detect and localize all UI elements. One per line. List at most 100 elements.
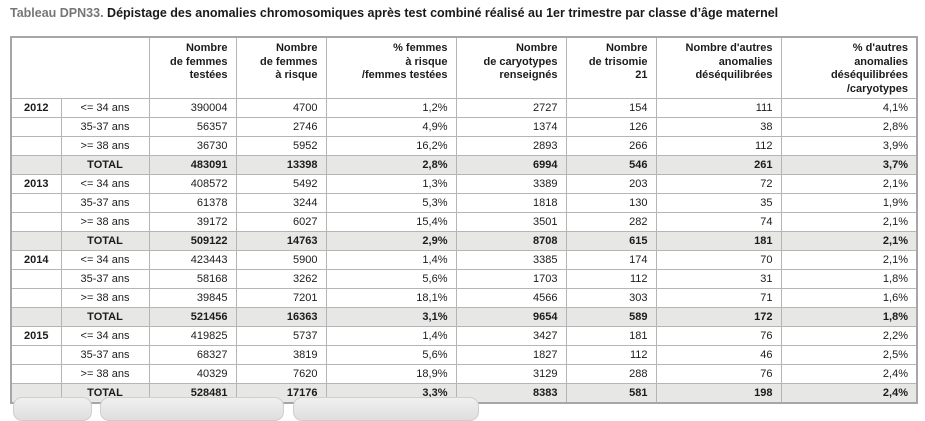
col-header-pct-femmes-risque: % femmes à risque /femmes testées (325, 36, 457, 99)
value-cell: 7620 (235, 364, 327, 384)
value-cell: 181 (565, 326, 657, 346)
value-cell: 31 (655, 269, 782, 289)
value-cell: 521456 (148, 307, 237, 327)
value-cell: 1,8% (780, 307, 918, 327)
value-cell: 16,2% (325, 136, 457, 156)
value-cell: 68327 (148, 345, 237, 365)
value-cell: 3501 (455, 212, 567, 232)
value-cell: 390004 (148, 98, 237, 118)
year-cell (10, 345, 62, 365)
value-cell: 408572 (148, 174, 237, 194)
value-cell: 581 (565, 383, 657, 404)
value-cell: 1,3% (325, 174, 457, 194)
value-cell: 13398 (235, 155, 327, 175)
table-number-label: Tableau DPN33. (10, 6, 104, 20)
col-header-caryotypes: Nombre de caryotypes renseignés (455, 36, 567, 99)
value-cell: 1827 (455, 345, 567, 365)
value-cell: 2,8% (325, 155, 457, 175)
value-cell: 72 (655, 174, 782, 194)
value-cell: 3,7% (780, 155, 918, 175)
value-cell: 419825 (148, 326, 237, 346)
year-cell (10, 212, 62, 232)
table-row: 35-37 ans 56357 2746 4,9% 1374 126 38 2,… (10, 117, 918, 137)
age-cell: 35-37 ans (60, 193, 150, 213)
table-row: >= 38 ans 36730 5952 16,2% 2893 266 112 … (10, 136, 918, 156)
value-cell: 3427 (455, 326, 567, 346)
value-cell: 483091 (148, 155, 237, 175)
value-cell: 5492 (235, 174, 327, 194)
value-cell: 5,6% (325, 345, 457, 365)
age-cell: TOTAL (60, 231, 150, 251)
bottom-button-2[interactable] (100, 397, 284, 421)
value-cell: 126 (565, 117, 657, 137)
year-cell (10, 193, 62, 213)
value-cell: 1,8% (780, 269, 918, 289)
value-cell: 4566 (455, 288, 567, 308)
table-title-text: Dépistage des anomalies chromosomiques a… (103, 6, 779, 20)
bottom-button-3[interactable] (293, 397, 479, 421)
value-cell: 2,8% (780, 117, 918, 137)
year-cell: 2015 (10, 326, 62, 346)
value-cell: 261 (655, 155, 782, 175)
col-header-femmes-risque: Nombre de femmes à risque (235, 36, 327, 99)
value-cell: 56357 (148, 117, 237, 137)
value-cell: 112 (565, 345, 657, 365)
table-row: 35-37 ans 58168 3262 5,6% 1703 112 31 1,… (10, 269, 918, 289)
age-cell: <= 34 ans (60, 174, 150, 194)
value-cell: 2,2% (780, 326, 918, 346)
value-cell: 3385 (455, 250, 567, 270)
value-cell: 5952 (235, 136, 327, 156)
col-header-autres-anomalies: Nombre d'autres anomalies déséquilibrées (655, 36, 782, 99)
value-cell: 423443 (148, 250, 237, 270)
value-cell: 174 (565, 250, 657, 270)
table-total-row: TOTAL 509122 14763 2,9% 8708 615 181 2,1… (10, 231, 918, 251)
value-cell: 1,2% (325, 98, 457, 118)
value-cell: 2,1% (780, 250, 918, 270)
bottom-button-1[interactable] (13, 397, 92, 421)
value-cell: 8708 (455, 231, 567, 251)
value-cell: 4,9% (325, 117, 457, 137)
value-cell: 39845 (148, 288, 237, 308)
value-cell: 509122 (148, 231, 237, 251)
table-total-row: TOTAL 483091 13398 2,8% 6994 546 261 3,7… (10, 155, 918, 175)
value-cell: 36730 (148, 136, 237, 156)
value-cell: 5,3% (325, 193, 457, 213)
value-cell: 14763 (235, 231, 327, 251)
value-cell: 203 (565, 174, 657, 194)
value-cell: 5737 (235, 326, 327, 346)
col-header-trisomie21: Nombre de trisomie 21 (565, 36, 657, 99)
age-cell: <= 34 ans (60, 326, 150, 346)
value-cell: 1,4% (325, 250, 457, 270)
value-cell: 3389 (455, 174, 567, 194)
table-row: 2015 <= 34 ans 419825 5737 1,4% 3427 181… (10, 326, 918, 346)
value-cell: 2,1% (780, 212, 918, 232)
value-cell: 76 (655, 364, 782, 384)
year-cell (10, 364, 62, 384)
value-cell: 288 (565, 364, 657, 384)
value-cell: 5,6% (325, 269, 457, 289)
value-cell: 546 (565, 155, 657, 175)
dpn33-table: Nombre de femmes testées Nombre de femme… (10, 36, 918, 404)
value-cell: 2727 (455, 98, 567, 118)
age-cell: TOTAL (60, 307, 150, 327)
value-cell: 6994 (455, 155, 567, 175)
age-cell: 35-37 ans (60, 117, 150, 137)
value-cell: 3129 (455, 364, 567, 384)
value-cell: 282 (565, 212, 657, 232)
value-cell: 1,9% (780, 193, 918, 213)
value-cell: 76 (655, 326, 782, 346)
value-cell: 2,9% (325, 231, 457, 251)
value-cell: 198 (655, 383, 782, 404)
year-cell (10, 269, 62, 289)
table-row: >= 38 ans 39172 6027 15,4% 3501 282 74 2… (10, 212, 918, 232)
value-cell: 18,9% (325, 364, 457, 384)
value-cell: 9654 (455, 307, 567, 327)
value-cell: 3244 (235, 193, 327, 213)
value-cell: 2,4% (780, 383, 918, 404)
age-cell: <= 34 ans (60, 250, 150, 270)
year-cell (10, 288, 62, 308)
value-cell: 4700 (235, 98, 327, 118)
age-cell: 35-37 ans (60, 345, 150, 365)
value-cell: 4,1% (780, 98, 918, 118)
value-cell: 15,4% (325, 212, 457, 232)
